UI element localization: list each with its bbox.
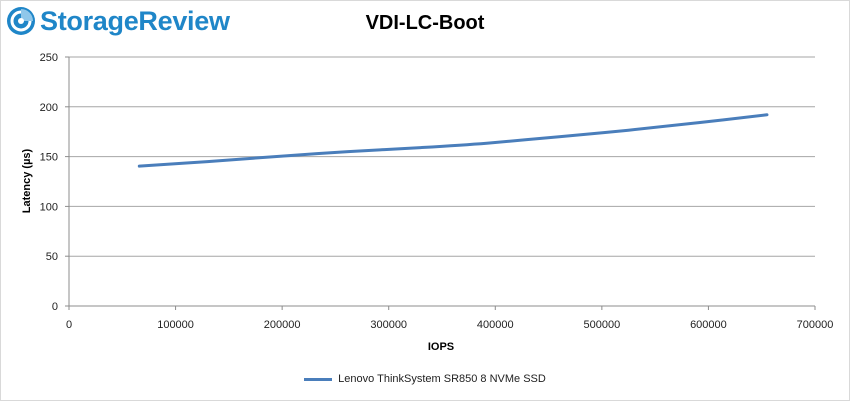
y-tick-label: 200 xyxy=(40,102,58,114)
x-axis-title: IOPS xyxy=(428,341,454,353)
grid-lines xyxy=(69,56,815,257)
x-tick-label: 500000 xyxy=(583,319,620,331)
storagereview-logo-icon xyxy=(7,7,35,35)
y-tick-label: 0 xyxy=(52,301,58,313)
y-tick-label: 150 xyxy=(40,152,58,164)
y-axis-title: Latency (µs) xyxy=(21,148,33,213)
x-tick-label: 100000 xyxy=(157,319,194,331)
x-tick-labels: 0 100000 200000 300000 400000 500000 600000 700… xyxy=(66,319,833,331)
x-tick-label: 700000 xyxy=(797,319,834,331)
chart-title: VDI-LC-Boot xyxy=(365,12,485,34)
x-tick-label: 300000 xyxy=(370,319,407,331)
series-lines xyxy=(137,113,769,168)
series-line xyxy=(137,113,769,168)
legend-swatch xyxy=(304,377,333,381)
legend: Lenovo ThinkSystem SR850 8 NVMe SSD xyxy=(0,373,850,385)
x-tick-label: 200000 xyxy=(264,319,301,331)
legend-label: Lenovo ThinkSystem SR850 8 NVMe SSD xyxy=(338,373,546,385)
brand-name: StorageReview xyxy=(40,6,230,36)
axes xyxy=(65,56,816,310)
y-tick-label: 100 xyxy=(40,201,58,213)
x-tick-label: 0 xyxy=(66,319,72,331)
x-tick-label: 400000 xyxy=(477,319,514,331)
brand-logo[interactable]: StorageReview xyxy=(6,4,230,38)
y-tick-label: 50 xyxy=(46,251,58,263)
x-tick-label: 600000 xyxy=(690,319,727,331)
y-tick-labels: 0 50 100 150 200 250 xyxy=(40,52,58,313)
y-tick-label: 250 xyxy=(40,52,58,64)
